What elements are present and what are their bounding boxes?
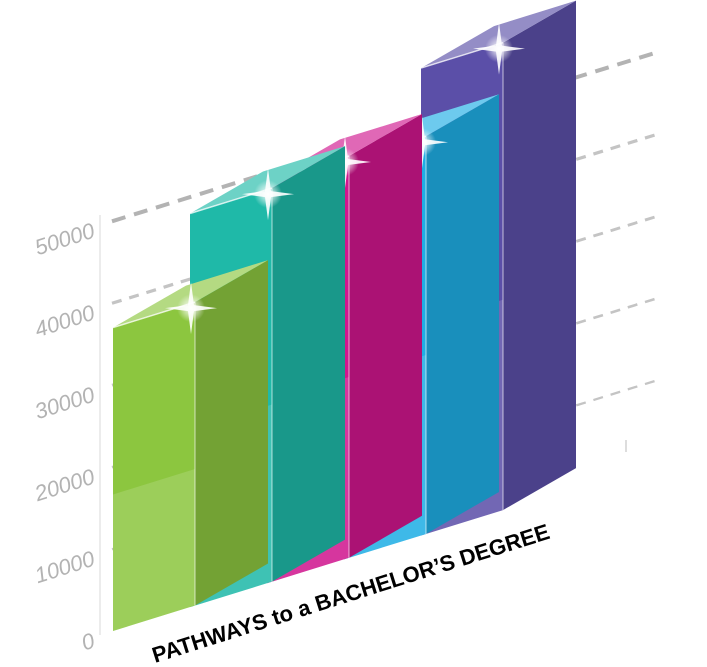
labels-layer: 0 10000 20000 30000 40000 50000	[31, 218, 99, 656]
y-tick-label: 40000	[32, 300, 99, 342]
sparkle-icon	[473, 22, 525, 75]
bar-side	[349, 114, 422, 558]
bar-side	[195, 260, 268, 606]
bar-front-reflection	[113, 469, 195, 631]
y-tick-label: 50000	[32, 218, 99, 260]
axis-layer	[99, 215, 627, 635]
bar-side	[426, 94, 499, 534]
sparkle-icon	[242, 168, 294, 221]
bar-1	[112, 260, 268, 631]
y-tick-label: 20000	[31, 464, 99, 507]
y-tick-label: 30000	[32, 382, 99, 424]
bar-side	[503, 0, 576, 511]
y-tick-label: 0	[78, 628, 98, 656]
bars-layer	[112, 0, 576, 631]
y-tick-label: 10000	[32, 546, 99, 588]
bar-side	[272, 146, 345, 582]
sparkle-icon	[165, 282, 217, 335]
bar-front	[113, 302, 195, 631]
